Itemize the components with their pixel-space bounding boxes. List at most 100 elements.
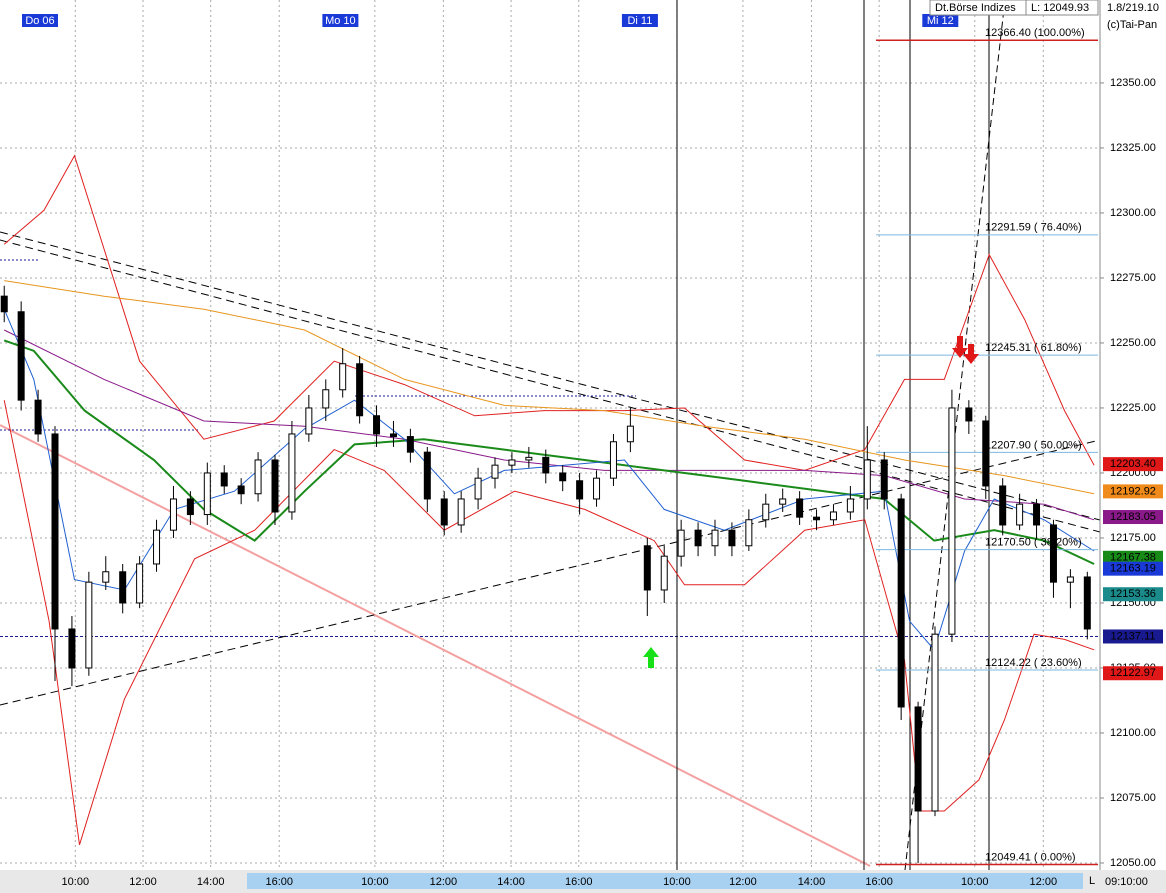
candle-body bbox=[423, 451, 431, 500]
y-tick-label: 12325.00 bbox=[1110, 142, 1156, 154]
y-tick-label: 12075.00 bbox=[1110, 792, 1156, 804]
candle-body bbox=[779, 498, 787, 505]
candle-body bbox=[660, 555, 668, 591]
candle-body bbox=[745, 519, 753, 547]
y-tick-label: 12350.00 bbox=[1110, 77, 1156, 89]
candle-body bbox=[762, 503, 770, 521]
y-tick-label: 12300.00 bbox=[1110, 207, 1156, 219]
price-box bbox=[1103, 457, 1163, 472]
candle-body bbox=[457, 498, 465, 526]
fib-label: 12170.50 ( 38.20%) bbox=[985, 537, 1082, 549]
candle-body bbox=[897, 498, 905, 708]
candle-body bbox=[220, 472, 228, 487]
x-tick-label: 12:00 bbox=[1030, 876, 1058, 888]
candle-body bbox=[576, 480, 584, 500]
candle-body bbox=[965, 407, 973, 422]
candle-body bbox=[1049, 524, 1057, 583]
candle-body bbox=[339, 363, 347, 391]
y-tick-label: 12100.00 bbox=[1110, 727, 1156, 739]
y-tick-label: 12225.00 bbox=[1110, 402, 1156, 414]
day-label: Mo 10 bbox=[325, 15, 356, 27]
corner-mark: L bbox=[1089, 875, 1095, 887]
candle-body bbox=[203, 472, 211, 516]
x-tick-label: 16:00 bbox=[565, 876, 593, 888]
candle-body bbox=[728, 529, 736, 547]
x-axis-highlight bbox=[247, 873, 1083, 889]
candle-body bbox=[85, 581, 93, 669]
candle-body bbox=[711, 529, 719, 547]
indicator-line bbox=[4, 280, 1095, 495]
candle-body bbox=[626, 425, 634, 443]
trend-line bbox=[0, 424, 871, 867]
price-label: 12203.40 bbox=[1110, 458, 1156, 470]
candle-body bbox=[643, 545, 651, 591]
candle-body bbox=[288, 433, 296, 513]
header-version: 1.8/219.10 bbox=[1107, 2, 1159, 14]
x-tick-label: 10:00 bbox=[663, 876, 691, 888]
price-box bbox=[1103, 510, 1163, 525]
day-label: Mi 12 bbox=[927, 15, 954, 27]
x-tick-label: 16:00 bbox=[265, 876, 293, 888]
candle-body bbox=[677, 529, 685, 557]
candle-body bbox=[846, 498, 854, 513]
candles bbox=[0, 285, 1091, 863]
candle-body bbox=[34, 399, 42, 435]
candle-body bbox=[948, 407, 956, 635]
x-tick-label: 14:00 bbox=[197, 876, 225, 888]
header-box bbox=[929, 0, 1099, 16]
trend-line bbox=[904, 0, 1006, 871]
candle-body bbox=[508, 459, 516, 466]
candle-body bbox=[999, 485, 1007, 526]
y-tick-label: 12050.00 bbox=[1110, 857, 1156, 869]
price-label: 12192.92 bbox=[1110, 485, 1156, 497]
header-source: Dt.Börse Indizes bbox=[935, 2, 1016, 14]
x-tick-label: 10:00 bbox=[361, 876, 389, 888]
day-label: Di 11 bbox=[627, 15, 652, 27]
x-tick-label: 16:00 bbox=[865, 876, 893, 888]
price-box bbox=[1103, 550, 1163, 565]
x-tick-label: 12:00 bbox=[129, 876, 157, 888]
x-tick-label: 10:00 bbox=[62, 876, 90, 888]
y-tick-label: 12275.00 bbox=[1110, 272, 1156, 284]
day-labels: Do 06 Mo 10 Di 11 Mi 12 bbox=[22, 14, 959, 27]
price-box bbox=[1103, 666, 1163, 681]
trend-line bbox=[0, 231, 1101, 521]
x-tick-label: 14:00 bbox=[497, 876, 525, 888]
price-box bbox=[1103, 561, 1163, 576]
indicator-line bbox=[3, 329, 1095, 521]
candle-body bbox=[813, 516, 821, 521]
price-label: 12153.36 bbox=[1110, 588, 1156, 600]
axes: 12050.0012075.0012100.0012125.0012150.00… bbox=[62, 77, 1163, 888]
sell-arrow bbox=[963, 344, 979, 364]
candle-body bbox=[593, 477, 601, 500]
y-tick-label: 12175.00 bbox=[1110, 532, 1156, 544]
candle-body bbox=[525, 456, 533, 461]
candle-body bbox=[102, 571, 110, 583]
x-tick-label: 10:00 bbox=[961, 876, 989, 888]
indicator-line bbox=[3, 400, 1095, 845]
fib-label: 12291.59 ( 76.40%) bbox=[985, 222, 1082, 234]
fibonacci: 12366.40 (100.00%) 12291.59 ( 76.40%) 1224… bbox=[876, 27, 1098, 866]
candle-body bbox=[119, 571, 127, 604]
fib-label: 12207.90 ( 50.00%) bbox=[985, 439, 1082, 451]
candle-body bbox=[474, 477, 482, 500]
candle-body bbox=[542, 456, 550, 474]
candle-body bbox=[914, 706, 922, 812]
candle-body bbox=[153, 529, 161, 565]
grid bbox=[0, 0, 1100, 870]
price-box bbox=[1103, 484, 1163, 499]
day-box bbox=[22, 14, 58, 27]
candle-body bbox=[51, 433, 59, 630]
indicator-line bbox=[3, 154, 1095, 471]
candle-body bbox=[186, 498, 194, 516]
header-copyright: (c)Tai-Pan bbox=[1107, 19, 1157, 31]
x-tick-label: 12:00 bbox=[729, 876, 757, 888]
candle-body bbox=[1066, 576, 1074, 583]
candle-body bbox=[305, 407, 313, 435]
candle-body bbox=[694, 529, 702, 547]
price-label: 12167.38 bbox=[1110, 552, 1156, 564]
day-box bbox=[621, 14, 658, 27]
day-box bbox=[922, 14, 959, 27]
price-label: 12122.97 bbox=[1110, 667, 1156, 679]
